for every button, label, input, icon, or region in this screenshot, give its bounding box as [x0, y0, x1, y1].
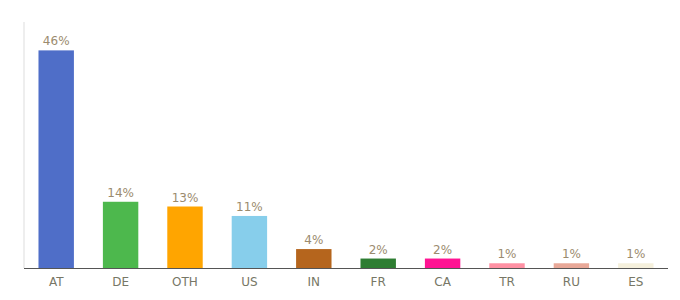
- x-tick-label: TR: [498, 275, 515, 289]
- bar: [296, 249, 331, 268]
- x-tick-label: ES: [628, 275, 643, 289]
- bar: [38, 50, 73, 268]
- data-label: 1%: [562, 247, 581, 261]
- bar: [232, 216, 267, 268]
- x-axis-line: [24, 268, 668, 269]
- bars: [38, 50, 653, 268]
- x-tick-label: US: [241, 275, 257, 289]
- x-tick-label: CA: [434, 275, 451, 289]
- x-tick-label: FR: [371, 275, 386, 289]
- bar: [103, 202, 138, 268]
- bar: [618, 263, 653, 268]
- data-label: 2%: [433, 243, 452, 257]
- x-tick-label: AT: [49, 275, 64, 289]
- x-tick-label: DE: [112, 275, 129, 289]
- y-axis-line: [24, 22, 25, 268]
- data-label: 2%: [369, 243, 388, 257]
- data-label: 14%: [107, 186, 134, 200]
- bar: [167, 207, 202, 269]
- chart: 46% 14% 13% 11% 4% 2% 2% 1% 1% 1% AT DE OTH US IN FR CA T…: [0, 0, 680, 300]
- x-tick-label: RU: [563, 275, 580, 289]
- data-label: 1%: [497, 247, 516, 261]
- data-label: 4%: [304, 233, 323, 247]
- x-tick-label: OTH: [172, 275, 198, 289]
- data-label: 13%: [172, 191, 199, 205]
- chart-container: 46% 14% 13% 11% 4% 2% 2% 1% 1% 1% AT DE OTH US IN FR CA T…: [0, 0, 680, 300]
- data-label: 11%: [236, 200, 263, 214]
- bar: [554, 263, 589, 268]
- x-tick-label: IN: [308, 275, 321, 289]
- data-label: 46%: [43, 34, 70, 48]
- data-label: 1%: [626, 247, 645, 261]
- bar: [425, 259, 460, 268]
- bar: [360, 259, 395, 268]
- bar: [489, 263, 524, 268]
